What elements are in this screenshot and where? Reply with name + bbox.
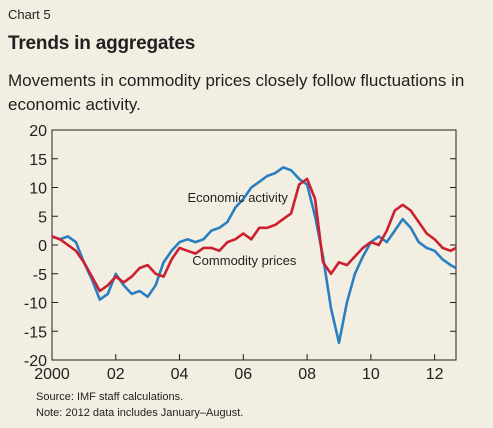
y-tick-label: 0	[38, 238, 47, 255]
x-tick-label: 12	[426, 366, 444, 383]
chart-subtitle: Movements in commodity prices closely fo…	[8, 71, 465, 114]
series-labels: Economic activity Commodity prices	[188, 190, 297, 268]
y-tick-label: 10	[29, 181, 47, 198]
y-tick-label: -20	[24, 353, 47, 370]
chart-notes: Source: IMF staff calculations. Note: 20…	[36, 389, 243, 421]
chart-number-label: Chart 5	[8, 7, 51, 22]
x-tick-label: 2000	[34, 366, 70, 383]
economic-activity-label: Economic activity	[188, 190, 289, 205]
y-tick-label: -5	[33, 267, 47, 284]
y-tick-label: -10	[24, 296, 47, 313]
commodity-prices-line	[51, 177, 457, 293]
series-layer	[51, 166, 457, 345]
y-tick-label: 15	[29, 152, 47, 169]
commodity-prices-label: Commodity prices	[192, 253, 297, 268]
x-tick-label: 10	[362, 366, 380, 383]
x-tick-label: 08	[298, 366, 316, 383]
y-tick-label: 5	[38, 209, 47, 226]
y-tick-label: 20	[29, 123, 47, 140]
chart-axes: -20 -15 -10 -5 0 5 10 15 20 2000 02 04 06 08 10 12	[24, 123, 457, 383]
line-chart: -20 -15 -10 -5 0 5 10 15 20 2000 02 04 06 08 10 12 Econ…	[24, 123, 457, 383]
data-note: Note: 2012 data includes January–August.	[36, 407, 244, 419]
y-tick-label: -15	[24, 324, 47, 341]
plot-frame	[51, 129, 457, 361]
x-tick-label: 02	[107, 366, 125, 383]
plot-area-wrapper: -20 -15 -10 -5 0 5 10 15 20 2000 02 04 06 08 10 12 Econ…	[0, 118, 493, 388]
chart-title: Trends in aggregates	[8, 33, 196, 54]
source-note: Source: IMF staff calculations.	[36, 391, 184, 403]
x-tick-label: 04	[171, 366, 189, 383]
x-tick-label: 06	[234, 366, 252, 383]
